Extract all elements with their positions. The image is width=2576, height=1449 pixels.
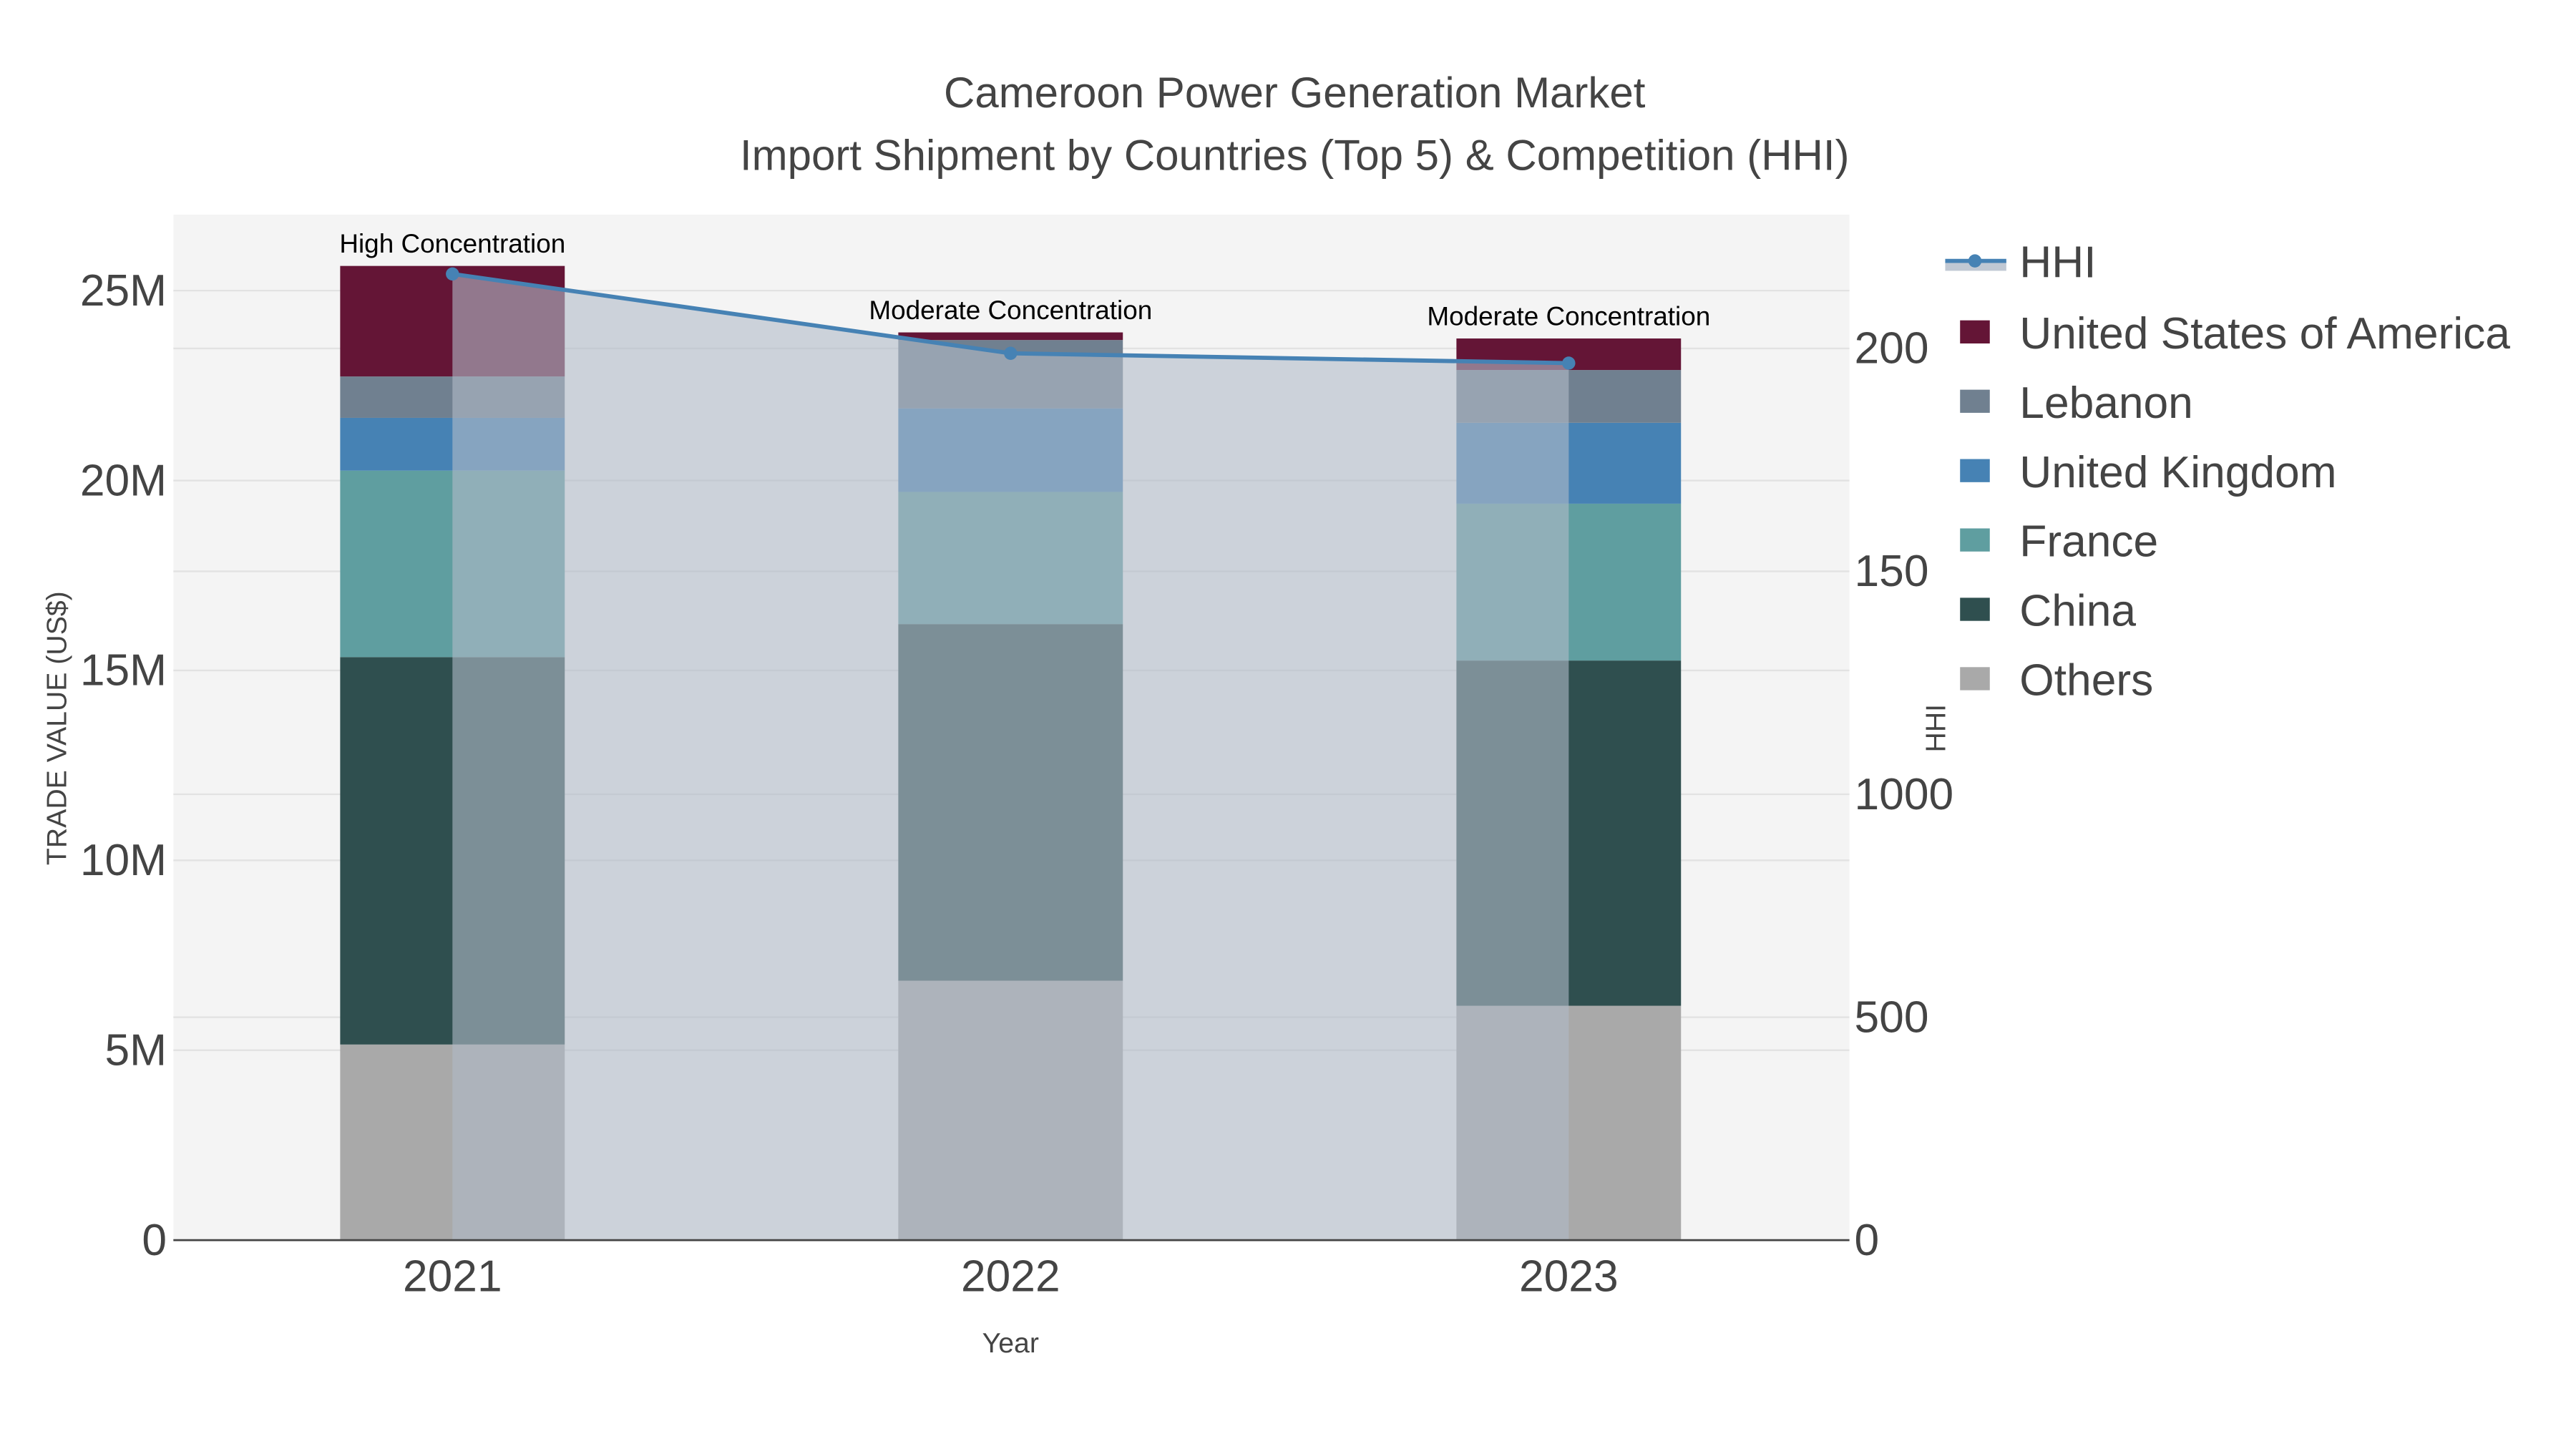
annotation: Moderate Concentration — [1427, 302, 1710, 331]
legend-label: United States of America — [2019, 309, 2510, 358]
y-axis-title: TRADE VALUE (US$) — [41, 591, 72, 865]
legend: HHI United States of America Lebanon United… — [1945, 238, 2510, 706]
y-tick-label: 15M — [80, 646, 167, 696]
y2-tick-label: 500 — [1855, 992, 1929, 1042]
annotation: Moderate Concentration — [869, 296, 1152, 325]
y-tick-label: 25M — [80, 266, 167, 316]
x-tick-label: 2023 — [1519, 1252, 1619, 1302]
chart-title: Cameroon Power Generation Market — [944, 69, 1646, 117]
x-axis-title: Year — [982, 1327, 1039, 1359]
y2-tick-label: 1000 — [1855, 770, 1954, 819]
legend-label: Lebanon — [2019, 379, 2193, 428]
legend-swatch — [1960, 528, 1990, 552]
legend-hhi-marker — [1968, 254, 1982, 268]
y-tick-label: 5M — [105, 1025, 167, 1075]
legend-swatch — [1960, 597, 1990, 621]
legend-label: France — [2019, 517, 2158, 567]
y-tick-label: 10M — [80, 836, 167, 885]
hhi-point-2023 — [1562, 356, 1576, 370]
legend-label: China — [2019, 587, 2136, 636]
y2-tick-label: 200 — [1855, 324, 1929, 374]
legend-swatch — [1960, 389, 1990, 413]
annotation: High Concentration — [339, 229, 565, 258]
legend-label: HHI — [2019, 238, 2096, 288]
hhi-point-2022 — [1004, 346, 1018, 361]
hhi-point-2021 — [446, 267, 459, 281]
hhi-area — [452, 273, 1569, 1241]
y-tick-label: 0 — [142, 1216, 167, 1265]
legend-swatch — [1960, 667, 1990, 691]
legend-label: United Kingdom — [2019, 448, 2336, 497]
legend-swatch — [1960, 459, 1990, 482]
y2-tick-label: 150 — [1855, 547, 1929, 596]
x-tick-label: 2022 — [961, 1252, 1060, 1302]
y2-axis-title: HHI — [1920, 704, 1951, 753]
y-tick-label: 20M — [80, 456, 167, 505]
y2-tick-label: 0 — [1855, 1216, 1880, 1265]
bar-united-states-of-america-2022 — [898, 332, 1123, 341]
legend-swatch — [1960, 320, 1990, 343]
x-tick-label: 2021 — [403, 1252, 502, 1302]
chart-subtitle: Import Shipment by Countries (Top 5) & C… — [740, 132, 1850, 180]
legend-label: Others — [2019, 656, 2153, 706]
